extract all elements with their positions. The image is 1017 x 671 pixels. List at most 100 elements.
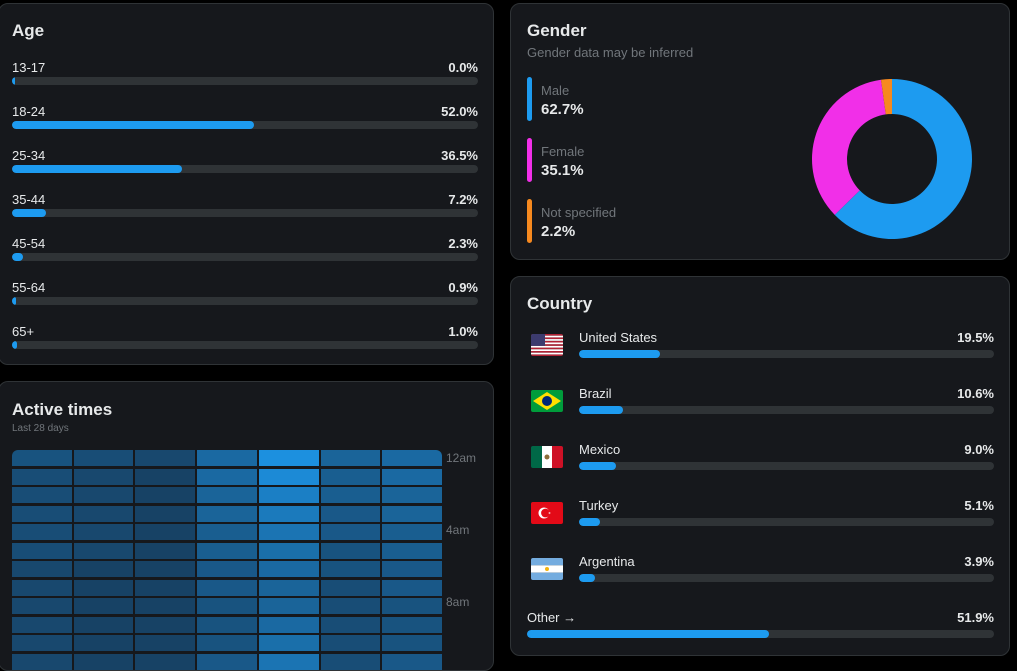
heatmap-cell	[320, 653, 381, 670]
heatmap-cell	[197, 542, 257, 559]
donut-slice-not-specified	[880, 79, 892, 115]
age-pct: 0.9%	[448, 280, 478, 295]
heatmap-cell	[197, 450, 257, 466]
heatmap-cell	[320, 450, 381, 466]
heatmap-cell	[135, 487, 196, 503]
country-bar-fill	[579, 574, 596, 582]
heatmap-cell	[382, 653, 442, 670]
active-times-title: Active times	[12, 400, 113, 419]
age-pct: 52.0%	[441, 104, 478, 119]
age-bar-track	[12, 253, 478, 261]
heatmap-cell	[135, 524, 196, 540]
age-pct: 2.3%	[448, 236, 478, 251]
heatmap-cell	[197, 505, 257, 522]
heatmap-cell	[12, 579, 72, 596]
heatmap-cell	[320, 561, 381, 577]
heatmap-cell	[320, 487, 381, 503]
country-bar-track	[579, 574, 994, 582]
heatmap-cell	[197, 561, 257, 577]
mexico-flag-icon	[531, 446, 563, 468]
age-row: 45-54 2.3%	[12, 236, 478, 266]
heatmap-cell	[320, 579, 381, 596]
country-bar-fill	[579, 406, 623, 414]
country-bar-fill	[579, 518, 601, 526]
heatmap-cell	[320, 542, 381, 559]
turkey-flag-icon	[531, 502, 563, 524]
age-pct: 36.5%	[441, 148, 478, 163]
heatmap-cell	[382, 616, 442, 633]
heatmap-cell	[197, 579, 257, 596]
heatmap-cell	[320, 468, 381, 485]
gender-color-bar	[527, 77, 532, 121]
country-card: Country United States 19.5% Brazil 10.6% Mex…	[510, 276, 1010, 656]
country-bar-track	[579, 350, 994, 358]
gender-donut-chart	[812, 79, 972, 240]
age-pct: 7.2%	[448, 192, 478, 207]
heatmap-cell	[135, 450, 196, 466]
gender-color-bar	[527, 138, 532, 182]
age-bar-fill	[12, 165, 183, 173]
heatmap-cell	[382, 598, 442, 614]
country-other-pct: 51.9%	[957, 610, 994, 625]
heatmap-cell	[135, 616, 196, 633]
country-name: Turkey	[579, 498, 619, 513]
heatmap-cell	[135, 542, 196, 559]
gender-name: Not specified	[541, 205, 617, 220]
heatmap-cell	[135, 579, 196, 596]
gender-pct: 62.7%	[541, 101, 584, 118]
country-name: Brazil	[579, 386, 612, 401]
country-other-fill	[527, 630, 770, 638]
heatmap-cell	[73, 653, 134, 670]
age-bar-track	[12, 77, 478, 85]
age-bar-fill	[12, 341, 17, 349]
age-row: 35-44 7.2%	[12, 192, 478, 222]
country-row: Argentina 3.9%	[531, 554, 994, 594]
heatmap-cell	[197, 598, 257, 614]
heatmap-cell	[258, 635, 319, 651]
brazil-flag-icon	[531, 390, 563, 412]
age-range-label: 35-44	[12, 192, 46, 207]
heatmap-cell	[382, 579, 442, 596]
age-bar-track	[12, 297, 478, 305]
heatmap-cell	[73, 542, 134, 559]
age-range-label: 45-54	[12, 236, 46, 251]
country-other-link[interactable]: Other → 51.9%	[527, 610, 994, 640]
country-row: United States 19.5%	[531, 330, 994, 370]
country-title: Country	[527, 294, 593, 313]
time-label-8am: 8am	[446, 595, 470, 609]
heatmap-cell	[258, 579, 319, 596]
heatmap-cell	[73, 579, 134, 596]
heatmap-cell	[197, 524, 257, 540]
heatmap-cell	[197, 616, 257, 633]
heatmap-cell	[73, 468, 134, 485]
heatmap-cell	[12, 468, 72, 485]
heatmap-cell	[12, 450, 72, 466]
country-bar-track	[579, 406, 994, 414]
heatmap-cell	[12, 598, 72, 614]
gender-pct: 2.2%	[541, 223, 576, 240]
heatmap-cell	[73, 505, 134, 522]
country-name: Mexico	[579, 442, 621, 457]
heatmap-cell	[382, 487, 442, 503]
heatmap-cell	[12, 561, 72, 577]
heatmap-cell	[382, 542, 442, 559]
heatmap-cell	[135, 468, 196, 485]
heatmap-cell	[382, 561, 442, 577]
country-bar-track	[579, 462, 994, 470]
heatmap-cell	[382, 505, 442, 522]
heatmap-cell	[12, 487, 72, 503]
heatmap-cell	[258, 561, 319, 577]
heatmap-cell	[320, 616, 381, 633]
age-row: 55-64 0.9%	[12, 280, 478, 310]
country-other-label: Other →	[527, 610, 577, 625]
heatmap-cell	[73, 524, 134, 540]
country-pct: 19.5%	[957, 330, 994, 345]
argentina-flag-icon	[531, 558, 563, 580]
heatmap-cell	[382, 450, 442, 466]
age-bar-track	[12, 209, 478, 217]
heatmap-cell	[197, 653, 257, 670]
donut-slice-male	[834, 79, 972, 240]
country-pct: 10.6%	[957, 386, 994, 401]
country-row: Turkey 5.1%	[531, 498, 994, 538]
heatmap-cell	[197, 487, 257, 503]
